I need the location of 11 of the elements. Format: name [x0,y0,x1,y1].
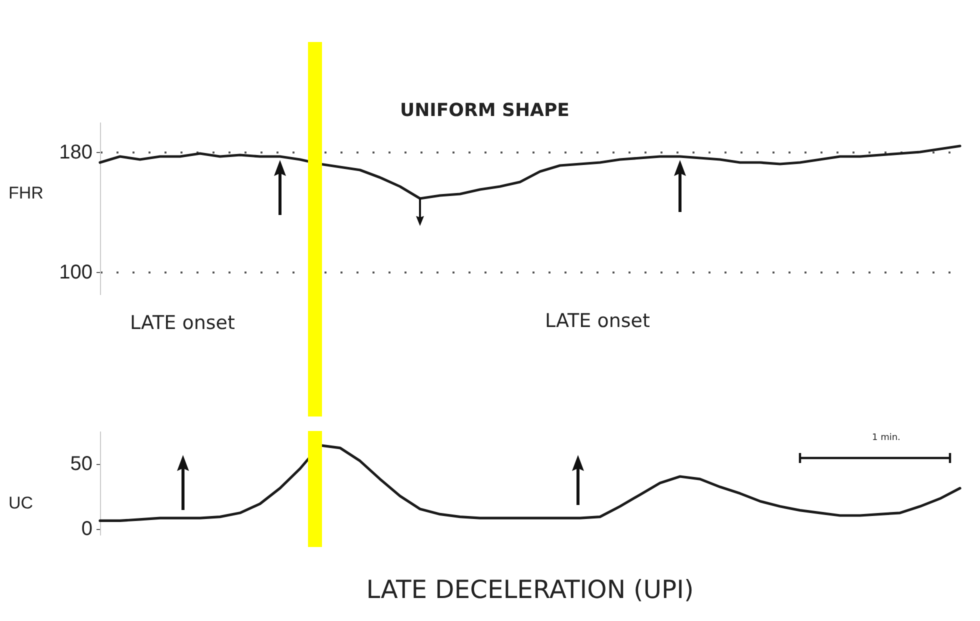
text: LATE onset [130,312,235,334]
y-axis-title: UC [8,494,34,512]
y-tick-label: 0 [81,518,92,540]
annotation: 1 min. [872,433,900,443]
y-tick-label: 50 [70,453,92,475]
text: UNIFORM SHAPE [400,100,570,121]
text: LATE DECELERATION (UPI) [366,575,694,604]
y-tick-label: 100 [59,262,92,284]
text: LATE onset [545,310,650,332]
y-tick-label: 180 [59,142,92,164]
y-axis-title: FHR [8,184,44,202]
